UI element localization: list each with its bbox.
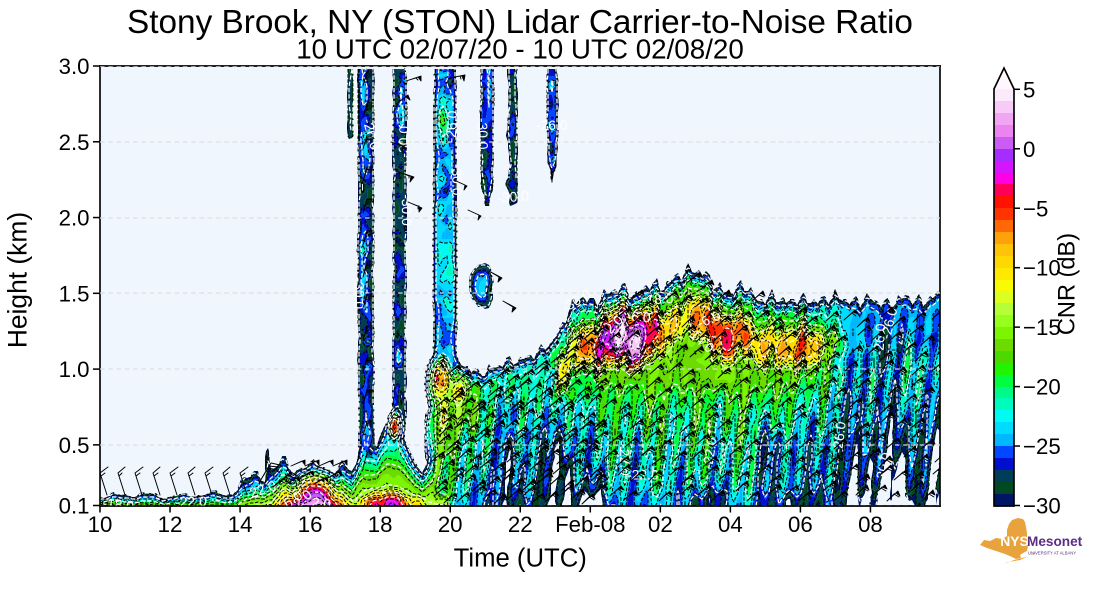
svg-text:−20: −20 [1023, 375, 1061, 400]
svg-text:06: 06 [788, 512, 813, 537]
svg-text:UNIVERSITY AT ALBANY: UNIVERSITY AT ALBANY [1028, 551, 1076, 556]
svg-text:0: 0 [1023, 137, 1035, 162]
svg-text:Mesonet: Mesonet [1027, 534, 1083, 549]
svg-text:−25: −25 [1023, 434, 1061, 459]
svg-text:−30: −30 [1023, 494, 1061, 519]
svg-text:NYS: NYS [1000, 533, 1029, 549]
svg-text:12: 12 [158, 512, 183, 537]
svg-text:-30.0: -30.0 [475, 118, 492, 150]
svg-text:-18.0: -18.0 [102, 495, 135, 514]
svg-text:2.0: 2.0 [59, 206, 90, 231]
svg-text:−15: −15 [1023, 315, 1061, 340]
svg-text:CNR (dB): CNR (dB) [1055, 233, 1081, 335]
svg-text:Time (UTC): Time (UTC) [454, 544, 587, 572]
svg-text:10: 10 [88, 512, 113, 537]
svg-text:-26.0: -26.0 [442, 110, 460, 143]
svg-text:-26.0: -26.0 [829, 420, 849, 454]
svg-text:Height (km): Height (km) [2, 212, 32, 348]
svg-text:1.0: 1.0 [59, 357, 90, 382]
svg-text:16: 16 [298, 512, 323, 537]
svg-text:5: 5 [1023, 77, 1035, 102]
svg-text:10 UTC 02/07/20 - 10 UTC 02/08: 10 UTC 02/07/20 - 10 UTC 02/08/20 [296, 34, 744, 65]
svg-text:−5: −5 [1023, 196, 1048, 221]
svg-text:04: 04 [718, 512, 743, 537]
svg-text:18: 18 [368, 512, 393, 537]
svg-text:-30.0: -30.0 [497, 187, 530, 205]
svg-text:-6.0: -6.0 [626, 308, 651, 326]
svg-text:1.5: 1.5 [59, 281, 90, 306]
svg-text:2.0: 2.0 [311, 494, 333, 512]
svg-text:0.5: 0.5 [59, 433, 90, 458]
svg-text:0.1: 0.1 [59, 494, 90, 519]
svg-text:-30.0: -30.0 [399, 194, 415, 226]
svg-text:Stony Brook, NY (STON) Lidar C: Stony Brook, NY (STON) Lidar Carrier-to-… [127, 4, 913, 41]
svg-text:-30.0: -30.0 [395, 125, 412, 157]
svg-text:02: 02 [648, 512, 673, 537]
svg-text:-30.0: -30.0 [449, 164, 465, 196]
svg-text:20: 20 [438, 512, 463, 537]
svg-text:-30.0: -30.0 [351, 277, 367, 309]
svg-text:Feb-08: Feb-08 [555, 512, 625, 537]
svg-text:-26.0: -26.0 [536, 117, 568, 133]
svg-text:22: 22 [508, 512, 533, 537]
svg-text:14: 14 [228, 512, 253, 537]
svg-text:-22.0: -22.0 [175, 493, 207, 510]
svg-text:3.0: 3.0 [59, 54, 90, 79]
svg-text:2.5: 2.5 [59, 130, 90, 155]
svg-text:08: 08 [858, 512, 883, 537]
svg-text:−10: −10 [1023, 256, 1061, 281]
